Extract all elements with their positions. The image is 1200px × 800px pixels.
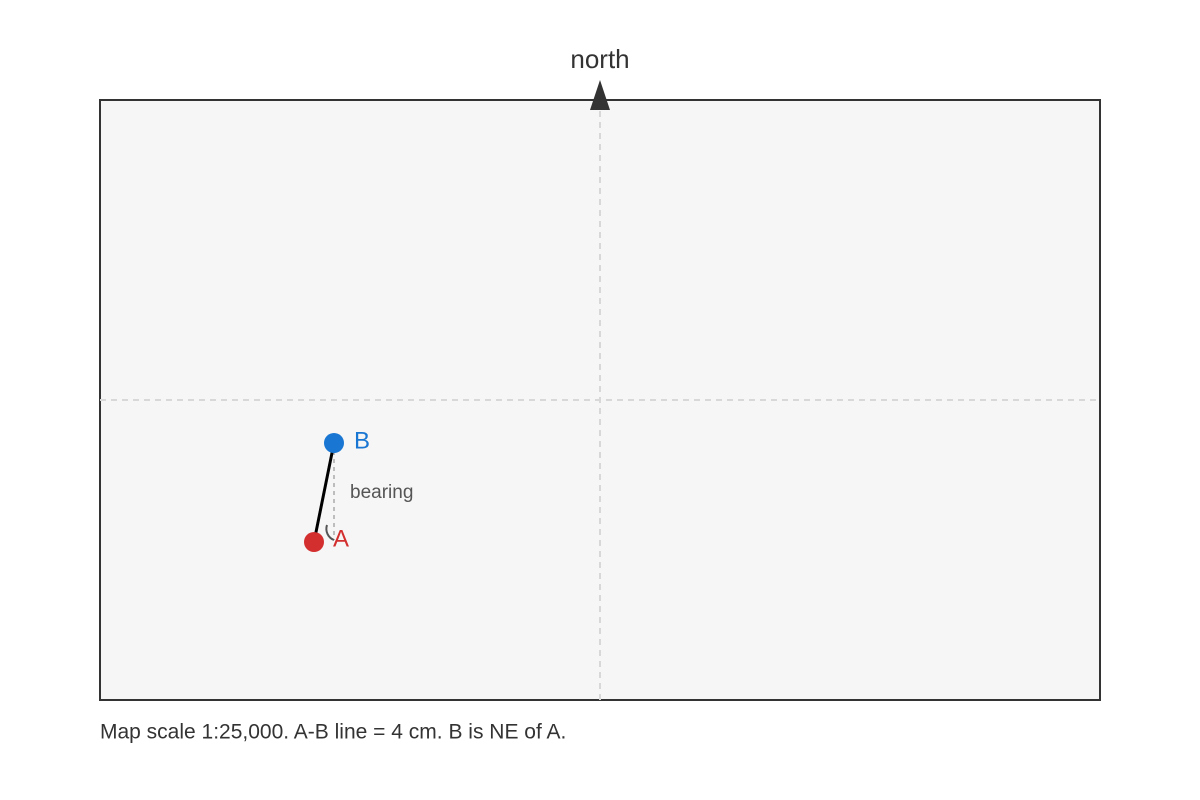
point-b-label: B <box>354 427 370 454</box>
north-label: north <box>570 44 629 74</box>
bearing-arc <box>325 524 335 541</box>
bearing-label: bearing <box>350 482 413 503</box>
ab-line <box>312 442 336 543</box>
point-a <box>304 532 324 552</box>
point-a-label: A <box>333 525 349 552</box>
north-arrow <box>590 80 610 110</box>
point-b <box>324 433 344 453</box>
caption: Map scale 1:25,000. A-B line = 4 cm. B i… <box>100 721 566 744</box>
